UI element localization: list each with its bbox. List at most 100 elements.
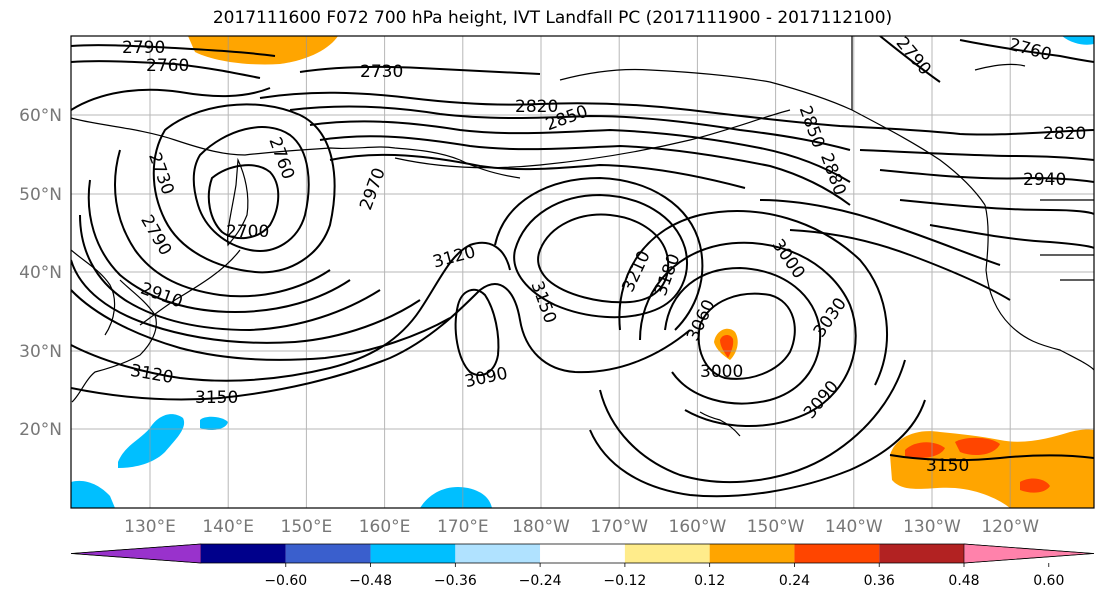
contour-label: 2760 — [146, 56, 189, 76]
colorbar-tick-label: 0.60 — [1033, 573, 1064, 589]
longitude-label: 120°W — [981, 517, 1039, 537]
longitude-label: 150°E — [281, 517, 333, 537]
coast-aleutians — [394, 109, 791, 169]
ivt-shading — [71, 36, 1094, 508]
contour-west5 — [71, 259, 421, 344]
contour-label: 3150 — [195, 388, 238, 408]
chart-title: 2017111600 F072 700 hPa height, IVT Land… — [212, 8, 893, 28]
coast-hawaii — [699, 411, 741, 437]
height-contours — [71, 36, 1094, 498]
shade-negative-topright — [1062, 36, 1094, 45]
colorbar-tick-label: −0.12 — [603, 573, 646, 589]
contour-3150 — [71, 283, 691, 401]
contour-3090 — [599, 359, 906, 484]
contour-b — [319, 135, 851, 206]
contour-3030 — [639, 241, 857, 427]
colorbar-tick-label: −0.48 — [349, 573, 392, 589]
contour-2730-top — [299, 65, 541, 75]
colorbar-extend-high — [963, 543, 1095, 564]
contour-3150-se — [889, 454, 1094, 462]
colorbar-segment — [540, 544, 625, 563]
latitude-label: 60°N — [19, 106, 62, 126]
longitude-label: 180°W — [512, 517, 570, 537]
contour-2820 — [259, 91, 1094, 136]
shade-negative-bl — [71, 480, 115, 508]
contour-outer — [589, 399, 926, 498]
colorbar: −0.60 −0.48 −0.36 −0.24 −0.12 0.12 0.24 0.36 0.4… — [70, 543, 1095, 589]
map-frame — [70, 35, 1095, 509]
shade-negative-bc — [420, 486, 492, 508]
colorbar-tick-label: 0.36 — [864, 573, 895, 589]
contour-2760-ne — [959, 39, 1094, 63]
contour-label: 3000 — [700, 362, 743, 382]
colorbar-segment — [201, 544, 286, 563]
contour-e1 — [859, 149, 1094, 161]
latitude-labels: 60°N 50°N 40°N 30°N 20°N — [19, 106, 62, 440]
contour-e2 — [899, 199, 1094, 215]
contour-west3 — [87, 179, 351, 314]
contour-label: 2820 — [515, 97, 558, 117]
contour-3120 — [71, 241, 511, 382]
contour-label: 3150 — [926, 456, 969, 476]
shade-strong-se1 — [905, 442, 945, 458]
latitude-label: 30°N — [19, 342, 62, 362]
longitude-label: 130°E — [124, 517, 176, 537]
contour-3150-mid — [494, 176, 704, 331]
contour-2880 — [759, 199, 1001, 266]
contour-2850 — [289, 105, 851, 151]
latitude-label: 20°N — [19, 420, 62, 440]
shade-positive-top — [188, 36, 338, 65]
colorbar-segment — [285, 544, 371, 563]
colorbar-outline — [70, 543, 1095, 564]
longitude-label: 150°W — [747, 517, 805, 537]
longitude-label: 170°E — [437, 517, 489, 537]
contour-label: 2940 — [1023, 170, 1066, 190]
shade-strong-se2 — [955, 437, 1000, 456]
contour-3180-ring — [513, 193, 688, 319]
longitude-label: 140°W — [825, 517, 883, 537]
colorbar-segment — [794, 544, 880, 563]
contour-2790-ne — [879, 36, 941, 83]
shade-strong-hawaii — [720, 334, 734, 358]
longitude-label: 170°W — [590, 517, 648, 537]
colorbar-tick-label: 0.48 — [948, 573, 979, 589]
contour-west1 — [71, 87, 271, 111]
latitude-label: 50°N — [19, 185, 62, 205]
coast-siberia — [71, 117, 521, 179]
contour-3000 — [618, 210, 888, 386]
colorbar-segment — [455, 544, 541, 563]
contour-2730-ring — [152, 103, 336, 274]
contour-2700-ring — [207, 164, 280, 240]
contour-a — [309, 120, 851, 183]
latitude-label: 40°N — [19, 263, 62, 283]
colorbar-extend-low — [70, 543, 202, 564]
coast-alaska — [559, 68, 986, 206]
coast-japan — [71, 279, 157, 403]
colorbar-tick-label: 0.12 — [694, 573, 725, 589]
contour-2790-top — [71, 44, 276, 57]
contour-3090-ring — [454, 288, 500, 377]
contour-2910 — [789, 229, 1011, 301]
contour-2760-top — [71, 60, 261, 79]
colorbar-tick-label: −0.36 — [434, 573, 477, 589]
contour-label: 2820 — [1043, 124, 1086, 144]
contour-label: 2730 — [360, 62, 403, 82]
longitude-label: 140°E — [202, 517, 254, 537]
longitude-label: 130°W — [903, 517, 961, 537]
contour-3210-ring — [537, 213, 670, 304]
longitude-label: 160°W — [669, 517, 727, 537]
coast-na-west — [984, 204, 1094, 371]
contour-label: 2700 — [226, 222, 269, 242]
shade-strong-se3 — [1020, 478, 1050, 493]
colorbar-segment — [709, 544, 795, 563]
colorbar-tick-label: 0.24 — [779, 573, 810, 589]
contour-c — [329, 153, 746, 189]
coast-canada-inner — [1040, 199, 1094, 281]
contour-label: 2790 — [122, 38, 165, 58]
contour-west2 — [114, 149, 331, 298]
colorbar-segment — [370, 544, 456, 563]
colorbar-segment — [624, 544, 710, 563]
shade-negative-w1 — [118, 414, 185, 468]
contour-3060 — [664, 266, 822, 405]
contour-west6 — [71, 289, 451, 361]
